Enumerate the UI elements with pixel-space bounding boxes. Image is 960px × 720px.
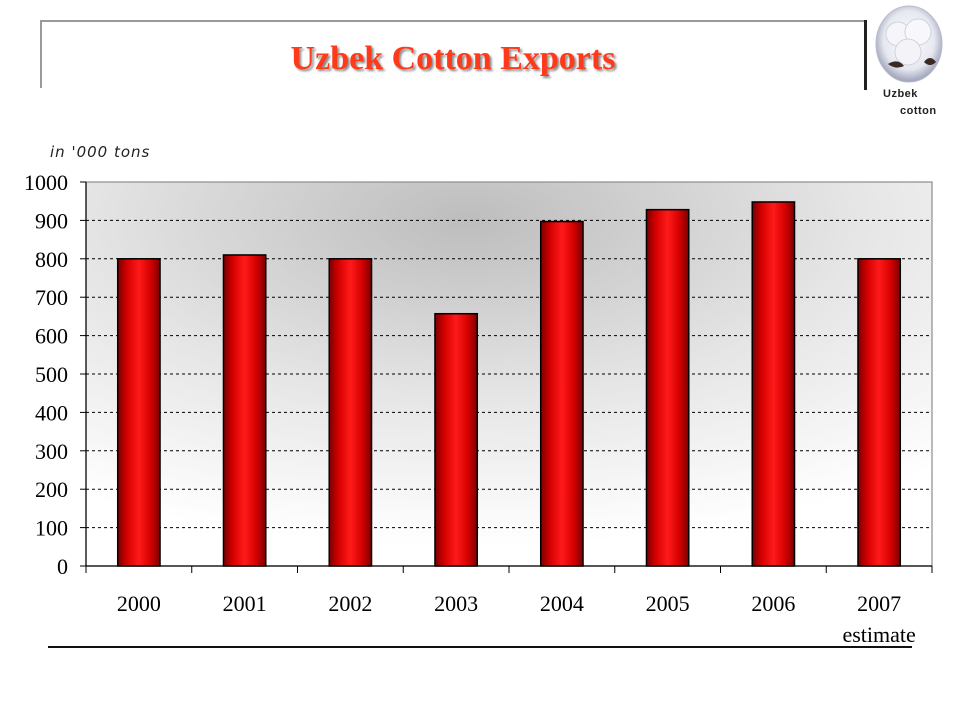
x-tick-label: 2000 (117, 591, 161, 616)
y-axis-unit-label: in '000 tons (50, 143, 151, 161)
y-tick-label: 200 (35, 477, 68, 502)
bar (539, 220, 584, 567)
estimate-annotation: estimate (842, 622, 915, 647)
bar (116, 258, 161, 567)
y-tick-label: 600 (35, 324, 68, 349)
y-tick-label: 700 (35, 285, 68, 310)
x-tick-label: 2001 (223, 591, 267, 616)
bar (645, 208, 690, 567)
y-tick-label: 400 (35, 400, 68, 425)
title-frame-right (864, 20, 867, 90)
title-frame-left (40, 20, 42, 88)
logo-caption-line-1: Uzbek (883, 88, 918, 100)
y-tick-label: 800 (35, 247, 68, 272)
y-tick-label: 900 (35, 208, 68, 233)
x-tick-label: 2005 (646, 591, 690, 616)
bar (222, 254, 267, 567)
logo-caption-line-2: cotton (900, 105, 937, 117)
y-tick-label: 1000 (24, 170, 68, 195)
title-frame-top (40, 20, 866, 22)
bar (328, 258, 373, 567)
bar (857, 258, 902, 567)
y-tick-label: 100 (35, 516, 68, 541)
bottom-rule (48, 646, 912, 648)
cotton-logo-icon (875, 5, 943, 83)
bar (751, 201, 796, 567)
y-tick-label: 0 (57, 554, 68, 579)
y-tick-label: 300 (35, 439, 68, 464)
page-title: Uzbek Cotton Exports (290, 40, 616, 77)
x-tick-label: 2007 (857, 591, 901, 616)
bar (434, 312, 479, 567)
x-tick-label: 2004 (540, 591, 584, 616)
x-tick-label: 2006 (751, 591, 795, 616)
x-tick-label: 2003 (434, 591, 478, 616)
y-tick-label: 500 (35, 362, 68, 387)
x-tick-label: 2002 (328, 591, 372, 616)
